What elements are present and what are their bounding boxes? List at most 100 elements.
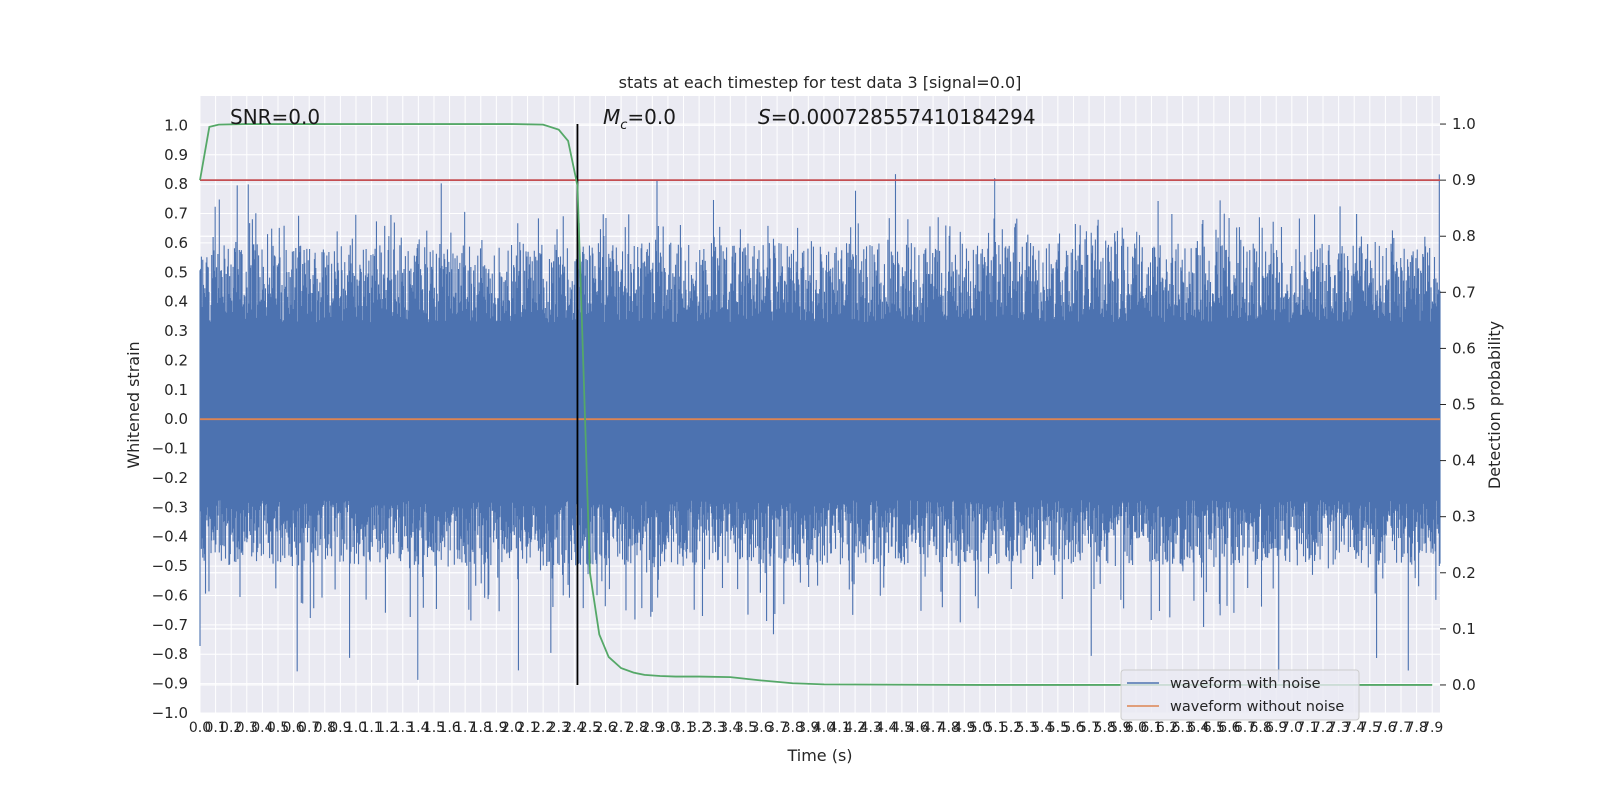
legend-label-clean: waveform without noise: [1170, 699, 1344, 715]
x-tick-label: 7.4: [1343, 720, 1365, 736]
x-tick-label: 3.2: [688, 720, 710, 736]
y-tick-label: −0.1: [152, 440, 188, 458]
statistic-symbol: S: [758, 105, 771, 129]
y-tick-label: 1.0: [164, 116, 188, 134]
x-tick-label: 5.2: [1000, 720, 1022, 736]
y-tick-label: 0.0: [164, 410, 188, 428]
x-tick-label: 5.8: [1094, 720, 1116, 736]
x-tick-label: 7.8: [1405, 720, 1427, 736]
x-tick-label: 3.4: [719, 720, 741, 736]
x-tick-label: 0.6: [282, 720, 304, 736]
x-tick-label: 7.9: [1421, 720, 1443, 736]
x-tick-label: 7.5: [1359, 720, 1381, 736]
x-tick-label: 4.6: [906, 720, 928, 736]
x-tick-label: 0.1: [204, 720, 226, 736]
x-tick-label: 0.2: [220, 720, 242, 736]
y2-tick-label: 0.3: [1452, 508, 1476, 526]
x-tick-label: 5.3: [1016, 720, 1038, 736]
y2-tick-label: 0.9: [1452, 171, 1476, 189]
x-tick-label: 2.1: [516, 720, 538, 736]
y2-tick-label: 0.1: [1452, 620, 1476, 638]
chirp-mass-subscript: c: [620, 118, 627, 133]
x-tick-label: 4.3: [860, 720, 882, 736]
x-tick-label: 3.8: [782, 720, 804, 736]
x-tick-label: 0.7: [298, 720, 320, 736]
y-tick-label: 0.2: [164, 351, 188, 369]
x-tick-label: 4.0: [813, 720, 835, 736]
y-axis-ticks: 1.0 0.9 0.8 0.7 0.6 0.5 0.4 0.3 0.2 0.1 0.0 −0.1 −0.…: [152, 116, 188, 722]
y-tick-label: 0.4: [164, 293, 188, 311]
y-tick-label: −0.8: [152, 645, 188, 663]
x-tick-label: 2.9: [641, 720, 663, 736]
x-tick-label: 1.7: [454, 720, 476, 736]
x-tick-label: 5.1: [984, 720, 1006, 736]
series-detection-probability: [199, 123, 1433, 686]
chirp-mass-annotation: Mc=0.0: [603, 105, 676, 133]
y-tick-label: 0.6: [164, 234, 188, 252]
x-tick-label: 3.6: [750, 720, 772, 736]
x-tick-label: 3.7: [766, 720, 788, 736]
y2-tick-label: 0.2: [1452, 564, 1476, 582]
x-tick-label: 4.1: [828, 720, 850, 736]
x-tick-label: 5.0: [969, 720, 991, 736]
x-axis-label: Time (s): [786, 746, 852, 765]
x-tick-label: 2.2: [532, 720, 554, 736]
x-tick-label: 7.2: [1312, 720, 1334, 736]
y-tick-label: −0.7: [152, 616, 188, 634]
x-axis-ticks: 0.00.10.20.30.40.50.60.70.80.91.01.11.21…: [189, 720, 1443, 736]
x-tick-label: 6.3: [1172, 720, 1194, 736]
y2-tick-label: 0.5: [1452, 396, 1476, 414]
y2-tick-label: 0.7: [1452, 283, 1476, 301]
x-tick-label: 5.4: [1031, 720, 1053, 736]
y-axis-label: Whitened strain: [124, 341, 143, 468]
legend-box: [1120, 669, 1360, 721]
y-tick-label: −0.5: [152, 557, 188, 575]
x-tick-label: 3.3: [704, 720, 726, 736]
x-tick-label: 3.5: [735, 720, 757, 736]
x-tick-label: 1.1: [360, 720, 382, 736]
x-tick-label: 1.3: [392, 720, 414, 736]
x-tick-label: 1.5: [423, 720, 445, 736]
x-tick-label: 1.8: [470, 720, 492, 736]
chirp-mass-value: =0.0: [627, 105, 676, 129]
x-tick-label: 5.9: [1109, 720, 1131, 736]
x-tick-label: 6.2: [1156, 720, 1178, 736]
x-tick-label: 0.3: [236, 720, 258, 736]
x-tick-label: 6.9: [1265, 720, 1287, 736]
x-tick-label: 4.7: [922, 720, 944, 736]
x-tick-label: 7.7: [1390, 720, 1412, 736]
x-tick-label: 1.2: [376, 720, 398, 736]
y-tick-label: −0.3: [152, 498, 188, 516]
snr-annotation: SNR=0.0: [230, 105, 320, 129]
x-tick-label: 2.6: [594, 720, 616, 736]
chart-title: stats at each timestep for test data 3 […: [619, 73, 1022, 92]
y2-axis-label: Detection probability: [1485, 321, 1504, 489]
statistic-annotation: S=0.000728557410184294: [758, 105, 1036, 129]
legend: waveform with noise waveform without noi…: [1120, 669, 1360, 721]
y2-tick-label: 0.8: [1452, 227, 1476, 245]
y-tick-label: 0.8: [164, 175, 188, 193]
x-tick-label: 6.4: [1187, 720, 1209, 736]
x-tick-label: 2.4: [563, 720, 585, 736]
legend-label-noise: waveform with noise: [1170, 676, 1321, 692]
y2-tick-label: 0.4: [1452, 452, 1476, 470]
y-tick-label: −0.6: [152, 586, 188, 604]
y-tick-label: −0.4: [152, 528, 188, 546]
x-tick-label: 0.0: [189, 720, 211, 736]
x-tick-label: 2.3: [548, 720, 570, 736]
x-tick-label: 6.0: [1125, 720, 1147, 736]
x-tick-label: 3.1: [672, 720, 694, 736]
x-tick-label: 2.5: [579, 720, 601, 736]
statistic-value: =0.000728557410184294: [771, 105, 1036, 129]
x-tick-label: 7.1: [1296, 720, 1318, 736]
x-tick-label: 0.4: [251, 720, 273, 736]
x-tick-label: 7.3: [1327, 720, 1349, 736]
x-tick-label: 6.6: [1218, 720, 1240, 736]
y-tick-label: 0.9: [164, 146, 188, 164]
x-tick-label: 2.0: [501, 720, 523, 736]
y2-axis-ticks: 1.0 0.9 0.8 0.7 0.6 0.5 0.4 0.3 0.2 0.1 0.0: [1440, 115, 1476, 694]
x-tick-label: 1.6: [438, 720, 460, 736]
x-tick-label: 2.8: [626, 720, 648, 736]
x-tick-label: 1.4: [407, 720, 429, 736]
